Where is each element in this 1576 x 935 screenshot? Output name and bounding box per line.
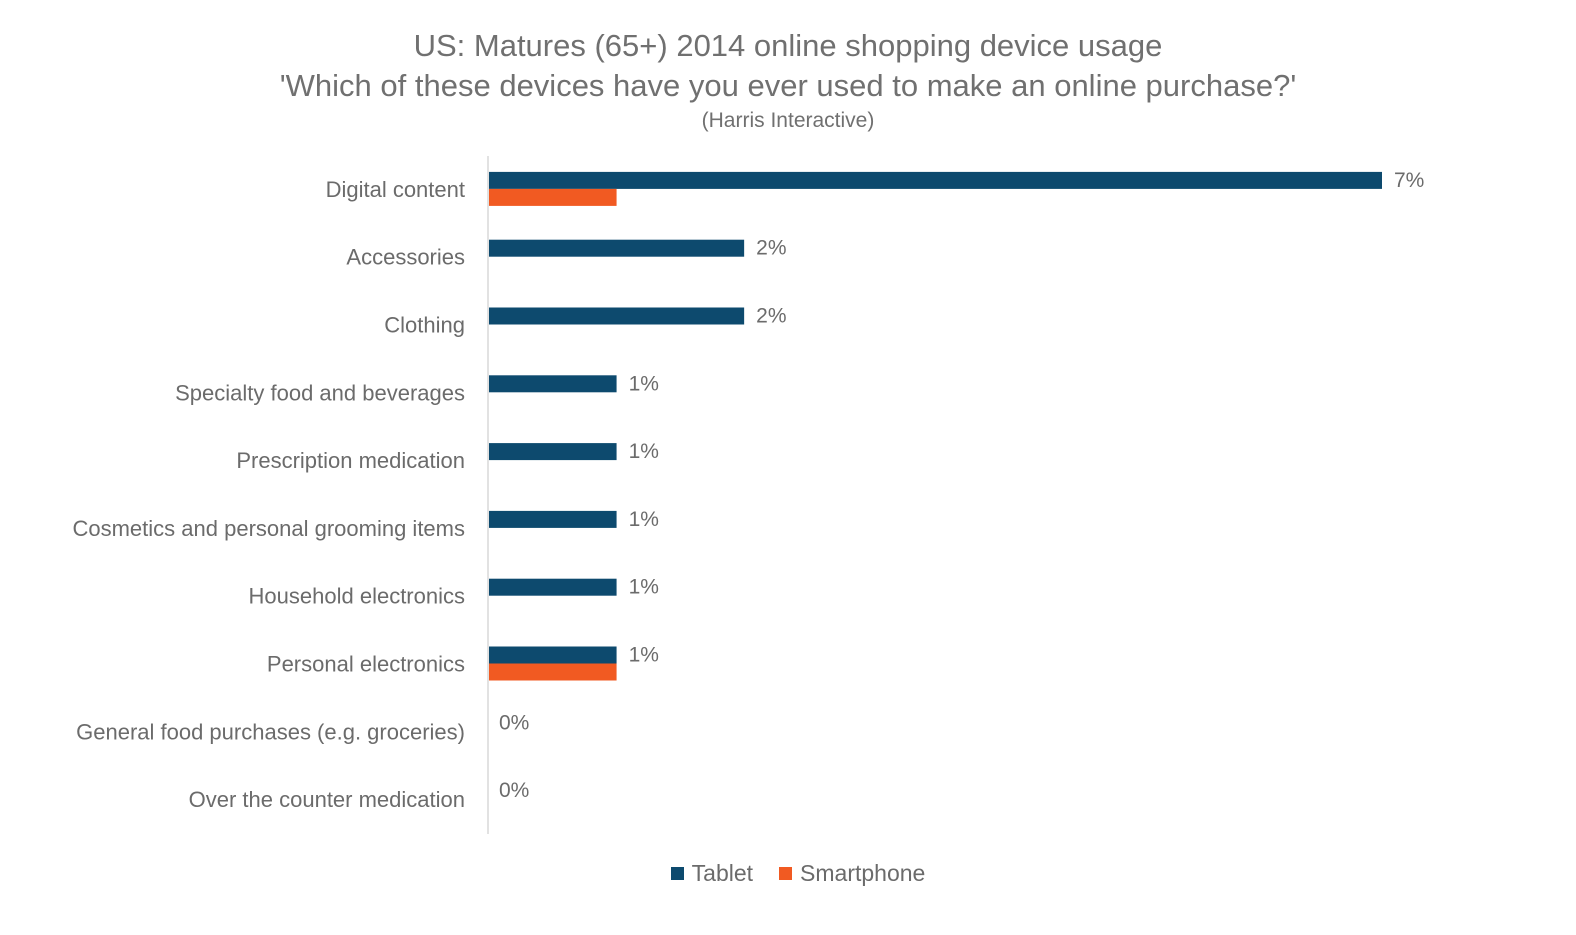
legend-item-tablet: Tablet xyxy=(670,860,754,887)
data-label-tablet-general-food-purchases-e-g-groceries: 0% xyxy=(499,711,529,734)
category-label-cosmetics-and-personal-grooming-items: Cosmetics and personal grooming items xyxy=(72,516,465,541)
bar-tablet-specialty-food-and-beverages xyxy=(489,375,617,393)
category-label-clothing: Clothing xyxy=(384,313,465,338)
data-label-tablet-personal-electronics: 1% xyxy=(629,644,659,667)
chart-subtitle: 'Which of these devices have you ever us… xyxy=(279,68,1297,103)
legend-swatch-smartphone xyxy=(779,867,793,880)
category-label-accessories: Accessories xyxy=(346,245,465,270)
category-label-over-the-counter-medication: Over the counter medication xyxy=(189,787,465,812)
data-label-tablet-specialty-food-and-beverages: 1% xyxy=(629,372,659,395)
legend-label-smartphone: Smartphone xyxy=(800,860,926,886)
chart-title: US: Matures (65+) 2014 online shopping d… xyxy=(413,28,1163,63)
bar-tablet-clothing xyxy=(489,307,745,325)
data-label-tablet-accessories: 2% xyxy=(756,237,786,260)
data-label-tablet-cosmetics-and-personal-grooming-items: 1% xyxy=(629,508,659,531)
bar-tablet-household-electronics xyxy=(489,578,617,596)
category-label-personal-electronics: Personal electronics xyxy=(267,652,465,677)
bar-smartphone-personal-electronics xyxy=(489,663,617,681)
category-label-digital-content: Digital content xyxy=(326,177,465,202)
category-label-prescription-medication: Prescription medication xyxy=(236,448,465,473)
category-label-specialty-food-and-beverages: Specialty food and beverages xyxy=(175,380,465,405)
data-label-tablet-household-electronics: 1% xyxy=(629,576,659,599)
data-label-tablet-prescription-medication: 1% xyxy=(629,440,659,463)
data-label-tablet-digital-content: 7% xyxy=(1394,169,1424,192)
bar-tablet-cosmetics-and-personal-grooming-items xyxy=(489,510,617,528)
chart-source: (Harris Interactive) xyxy=(701,109,875,132)
data-label-tablet-over-the-counter-medication: 0% xyxy=(499,779,529,802)
bar-tablet-accessories xyxy=(489,239,745,257)
legend: Tablet Smartphone xyxy=(0,860,1576,887)
legend-label-tablet: Tablet xyxy=(691,860,754,886)
category-label-household-electronics: Household electronics xyxy=(249,584,465,609)
bar-smartphone-digital-content xyxy=(489,188,617,206)
bar-tablet-personal-electronics xyxy=(489,646,617,664)
category-label-general-food-purchases-e-g-groceries: General food purchases (e.g. groceries) xyxy=(76,719,465,744)
legend-swatch-tablet xyxy=(670,867,684,880)
bar-tablet-prescription-medication xyxy=(489,443,617,461)
chart-title-block: US: Matures (65+) 2014 online shopping d… xyxy=(0,26,1576,136)
legend-item-smartphone: Smartphone xyxy=(779,860,925,887)
data-label-tablet-clothing: 2% xyxy=(756,305,786,328)
bar-tablet-digital-content xyxy=(489,171,1382,189)
